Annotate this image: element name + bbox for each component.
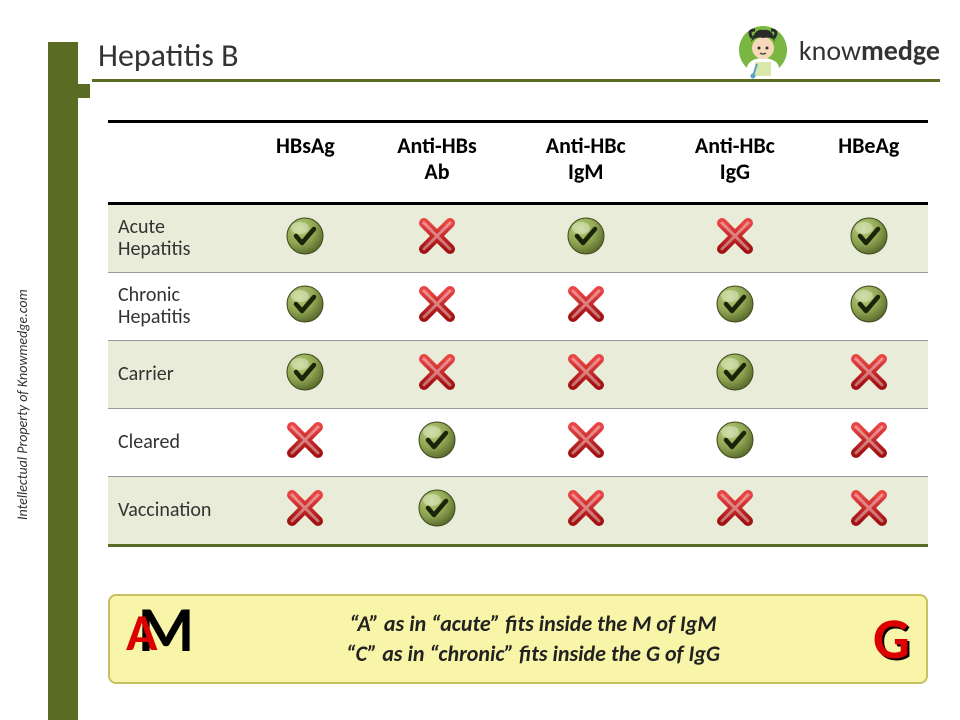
row-label: Vaccination <box>108 476 248 545</box>
cross-icon <box>284 487 326 529</box>
mnemonic-G: G <box>850 610 910 668</box>
table-cell <box>660 340 809 408</box>
cross-icon <box>714 215 756 257</box>
check-icon <box>284 351 326 393</box>
table-cell <box>363 476 511 545</box>
table-cell <box>809 272 928 340</box>
table-cell <box>363 272 511 340</box>
table-header-row: HBsAg Anti-HBsAb Anti-HBcIgM Anti-HBcIgG… <box>108 122 928 204</box>
table-cell <box>660 408 809 476</box>
mnemonic-box: M A “A” as in “acute” fits inside the M … <box>108 594 928 684</box>
table-row: AcuteHepatitis <box>108 203 928 272</box>
mnemonic-line2: “C” as in “chronic” fits inside the G of… <box>234 639 832 669</box>
cross-icon <box>565 283 607 325</box>
check-icon <box>848 215 890 257</box>
table-cell <box>248 272 363 340</box>
check-icon <box>284 283 326 325</box>
cross-icon <box>416 351 458 393</box>
table-cell <box>511 340 660 408</box>
cross-icon <box>565 351 607 393</box>
serology-table: HBsAg Anti-HBsAb Anti-HBcIgM Anti-HBcIgG… <box>108 120 928 547</box>
check-icon <box>416 487 458 529</box>
row-label: Carrier <box>108 340 248 408</box>
brand-prefix: know <box>799 33 861 68</box>
table-row: Carrier <box>108 340 928 408</box>
brand-suffix: medge <box>861 33 940 68</box>
cross-icon <box>284 419 326 461</box>
table-cell <box>363 203 511 272</box>
table-row: Cleared <box>108 408 928 476</box>
col-header: Anti-HBsAb <box>363 122 511 204</box>
table-cell <box>660 476 809 545</box>
table-cell <box>511 272 660 340</box>
cross-icon <box>565 487 607 529</box>
table-cell <box>248 476 363 545</box>
col-header: Anti-HBcIgG <box>660 122 809 204</box>
left-stripe <box>48 42 78 720</box>
check-icon <box>416 419 458 461</box>
table-cell <box>511 203 660 272</box>
letter-G: G <box>873 603 910 674</box>
mnemonic-line1: “A” as in “acute” fits inside the M of I… <box>234 609 832 639</box>
table-cell <box>248 340 363 408</box>
table-cell <box>363 340 511 408</box>
brand-logo: knowmedge <box>733 20 940 80</box>
check-icon <box>714 419 756 461</box>
col-header: HBeAg <box>809 122 928 204</box>
table-cell <box>363 408 511 476</box>
letter-A: A <box>126 606 158 658</box>
table-cell <box>511 408 660 476</box>
mnemonic-text: “A” as in “acute” fits inside the M of I… <box>234 609 832 668</box>
table-cell <box>809 340 928 408</box>
table-cell <box>660 272 809 340</box>
cross-icon <box>565 419 607 461</box>
check-icon <box>565 215 607 257</box>
mnemonic-AM: M A <box>126 604 216 674</box>
row-label: Cleared <box>108 408 248 476</box>
col-header: Anti-HBcIgM <box>511 122 660 204</box>
col-header: HBsAg <box>248 122 363 204</box>
cross-icon <box>416 283 458 325</box>
table-row: ChronicHepatitis <box>108 272 928 340</box>
row-label: ChronicHepatitis <box>108 272 248 340</box>
table-row: Vaccination <box>108 476 928 545</box>
table-cell <box>248 203 363 272</box>
check-icon <box>714 283 756 325</box>
doctor-icon <box>733 20 793 80</box>
cross-icon <box>848 419 890 461</box>
cross-icon <box>848 487 890 529</box>
table-cell <box>248 408 363 476</box>
row-label: AcuteHepatitis <box>108 203 248 272</box>
table-cell <box>511 476 660 545</box>
check-icon <box>284 215 326 257</box>
cross-icon <box>714 487 756 529</box>
brand-text: knowmedge <box>799 33 940 68</box>
check-icon <box>714 351 756 393</box>
table-cell <box>809 203 928 272</box>
left-accent <box>60 84 90 98</box>
table-cell <box>809 408 928 476</box>
copyright-text: Intellectual Property of Knowmedge.com <box>14 289 31 520</box>
table-cell <box>660 203 809 272</box>
cross-icon <box>416 215 458 257</box>
check-icon <box>848 283 890 325</box>
cross-icon <box>848 351 890 393</box>
table-cell <box>809 476 928 545</box>
